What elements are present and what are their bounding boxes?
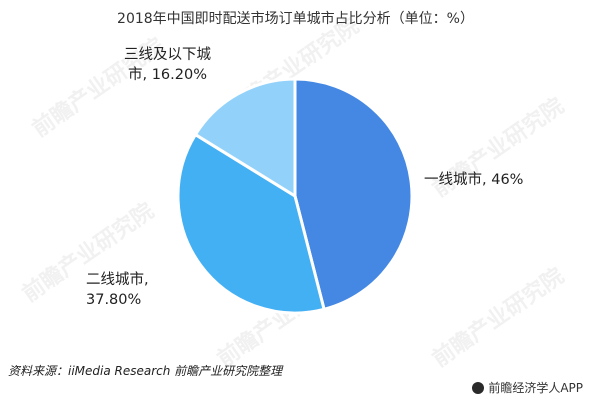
brand-name: 前瞻经济学人APP (488, 381, 583, 395)
pie-slice-tier2 (176, 133, 326, 315)
slice-label-tier3: 三线及以下城 市, 16.20% (124, 45, 211, 85)
pie-slice-tier1 (293, 77, 414, 311)
slice-label-tier2-line1: 二线城市, (86, 272, 149, 288)
chart-title: 2018年中国即时配送市场订单城市占比分析（单位：%） (117, 11, 474, 27)
slice-label-tier1-text: 一线城市, 46% (424, 172, 524, 188)
slice-label-tier3-line1: 三线及以下城 (124, 47, 211, 63)
pie-slice-tier3 (193, 77, 297, 198)
slice-label-tier2-line2: 37.80% (86, 292, 142, 308)
slice-label-tier3-line2: 市, 16.20% (127, 67, 207, 83)
slice-label-tier1: 一线城市, 46% (424, 170, 523, 190)
brand-footer: 前瞻经济学人APP (472, 379, 583, 396)
source-note: 资料来源：iiMedia Research 前瞻产业研究院整理 (8, 364, 283, 378)
slice-label-tier2: 二线城市, 37.80% (86, 270, 149, 310)
qianzhan-logo-icon (472, 381, 485, 394)
